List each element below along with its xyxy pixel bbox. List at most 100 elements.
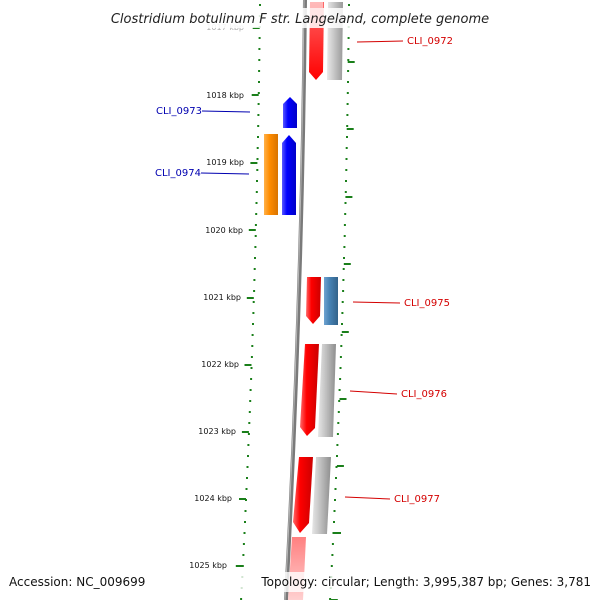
minor-tick xyxy=(246,477,248,479)
major-tick xyxy=(239,498,246,500)
minor-tick xyxy=(256,169,259,171)
genome-summary-text: Topology: circular; Length: 3,995,387 bp… xyxy=(260,575,591,589)
minor-tick xyxy=(334,488,337,490)
minor-tick xyxy=(250,356,253,358)
major-tick xyxy=(244,364,252,366)
footer-backdrop xyxy=(0,572,600,592)
minor-tick xyxy=(348,4,350,6)
minor-tick xyxy=(345,169,348,171)
minor-tick xyxy=(347,81,349,83)
minor-tick xyxy=(344,202,347,204)
minor-tick xyxy=(341,323,343,325)
gene-arrow-cli-0976[interactable] xyxy=(300,344,319,436)
gene-arrow-cli-0974[interactable] xyxy=(282,135,296,215)
minor-tick xyxy=(258,70,261,72)
minor-tick xyxy=(339,378,342,380)
gene-features xyxy=(264,0,343,600)
minor-tick xyxy=(337,422,340,424)
minor-tick xyxy=(347,70,350,72)
minor-tick xyxy=(250,367,253,369)
major-tick xyxy=(246,297,254,299)
minor-tick xyxy=(254,235,257,237)
minor-tick xyxy=(335,466,338,468)
minor-tick xyxy=(341,301,344,303)
minor-tick xyxy=(347,37,350,39)
gene-label-cli-0973[interactable]: CLI_0973 xyxy=(156,106,202,117)
minor-tick xyxy=(337,411,340,413)
major-tick xyxy=(346,128,354,130)
minor-tick xyxy=(338,389,341,391)
ruler-label: 1024 kbp xyxy=(194,494,232,503)
accession-text: Accession: NC_009699 xyxy=(9,575,145,589)
minor-tick xyxy=(257,103,260,105)
minor-tick xyxy=(345,180,347,182)
minor-tick xyxy=(340,345,343,347)
major-tick xyxy=(341,331,349,333)
minor-tick xyxy=(245,488,248,490)
gene-arrow-cli-0975[interactable] xyxy=(306,277,321,324)
gene-arrow-cli-0973[interactable] xyxy=(283,97,297,128)
major-tick xyxy=(339,398,347,400)
major-tick xyxy=(248,229,256,231)
minor-tick xyxy=(257,125,260,127)
minor-tick xyxy=(248,411,251,413)
minor-tick xyxy=(342,268,345,270)
minor-tick xyxy=(254,246,257,248)
minor-tick xyxy=(242,543,245,545)
minor-tick xyxy=(256,158,259,160)
gene-label-cli-0972[interactable]: CLI_0972 xyxy=(407,36,453,47)
minor-tick xyxy=(336,455,338,457)
minor-tick xyxy=(341,312,344,314)
genome-backbone-highlight xyxy=(284,0,305,600)
minor-tick xyxy=(347,59,350,61)
gene-partner-cli-0977[interactable] xyxy=(312,457,331,534)
minor-tick xyxy=(345,147,348,149)
minor-tick xyxy=(256,147,259,149)
minor-tick xyxy=(244,521,246,523)
minor-tick xyxy=(346,103,349,105)
gene-label-cli-0976[interactable]: CLI_0976 xyxy=(401,389,447,400)
gene-label-cli-0974[interactable]: CLI_0974 xyxy=(155,168,201,179)
minor-tick xyxy=(248,422,251,424)
minor-tick xyxy=(253,268,256,270)
gene-label-cli-0977[interactable]: CLI_0977 xyxy=(394,494,440,505)
minor-tick xyxy=(336,433,339,435)
major-tick xyxy=(336,465,344,467)
gene-partner-cli-0976[interactable] xyxy=(318,344,336,437)
minor-tick xyxy=(336,444,339,446)
minor-tick xyxy=(342,279,345,281)
gene-label-cli-0975[interactable]: CLI_0975 xyxy=(404,298,450,309)
minor-tick xyxy=(246,466,249,468)
major-tick xyxy=(334,532,341,534)
minor-tick xyxy=(249,389,252,391)
minor-tick xyxy=(242,554,245,556)
minor-tick xyxy=(258,37,261,39)
minor-tick xyxy=(329,598,332,600)
major-tick xyxy=(343,263,351,265)
minor-tick xyxy=(254,224,257,226)
genome-backbone xyxy=(284,0,307,600)
leader-cli-0976 xyxy=(349,390,398,395)
gene-labels: CLI_0972 CLI_0973 CLI_0974 CLI_0975 CLI_… xyxy=(155,36,453,505)
minor-tick xyxy=(345,158,348,160)
minor-tick xyxy=(346,114,349,116)
gene-arrow-cli-0977[interactable] xyxy=(293,457,313,533)
minor-tick xyxy=(247,433,250,435)
minor-tick xyxy=(339,356,342,358)
minor-tick xyxy=(254,257,256,259)
minor-tick xyxy=(253,290,256,292)
minor-tick xyxy=(331,543,334,545)
map-title: Clostridium botulinum F str. Langeland, … xyxy=(111,12,489,27)
gene-partner-cli-0974[interactable] xyxy=(264,134,278,215)
gene-partner-cli-0975[interactable] xyxy=(324,277,338,325)
minor-tick xyxy=(252,323,254,325)
minor-tick xyxy=(332,532,335,534)
ruler-label: 1021 kbp xyxy=(203,293,241,302)
minor-tick xyxy=(339,367,342,369)
minor-tick xyxy=(251,345,254,347)
minor-tick xyxy=(338,400,341,402)
leader-cli-0972 xyxy=(356,40,404,43)
minor-tick xyxy=(346,125,349,127)
minor-tick xyxy=(249,400,252,402)
